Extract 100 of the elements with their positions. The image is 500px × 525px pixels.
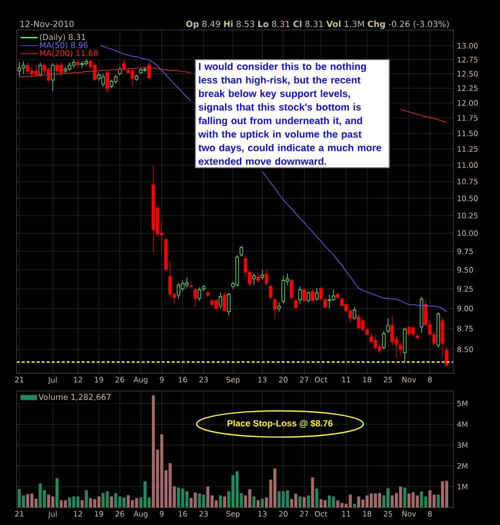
candlestick [130,68,134,87]
candlestick [106,70,109,93]
bar [72,496,76,508]
annotation: Place Stop-Loss @ $8.76 [228,420,333,428]
bar [18,489,21,508]
bar [273,468,276,508]
bar [47,494,50,508]
bar [202,494,206,508]
bar [374,494,377,508]
bar [236,471,239,508]
candlestick [76,59,80,68]
bar [126,495,130,508]
bar [143,481,147,508]
candlestick [222,292,226,312]
bar [51,496,54,508]
bar [110,496,113,508]
bar [370,494,373,508]
candlestick [60,62,63,77]
bar [298,496,302,508]
candlestick [214,298,218,309]
bar [68,498,72,508]
bar [102,493,105,508]
candlestick [306,290,310,302]
bar [248,489,252,508]
bar [80,500,84,508]
bar [412,492,415,508]
bar [60,500,63,508]
bar [26,494,30,508]
candlestick [407,326,411,336]
candlestick [445,346,448,366]
bar [89,498,92,508]
bar [332,496,336,508]
candlestick [181,280,184,292]
bar [185,491,188,508]
candlestick [218,292,222,309]
candlestick [390,315,394,346]
bar [168,463,172,508]
bar [93,499,96,508]
candlestick [256,272,260,284]
bar [194,492,197,508]
bar [420,491,424,508]
bar [260,498,264,508]
candlestick [101,73,105,87]
bar [336,500,340,508]
text: Op 8.49 Hi 8.53 Lo 8.31 Cl 8.31 Vol 1.3M Chg -0.26 (-3.03%) [186,20,449,29]
bar [302,497,306,508]
candlestick [398,342,402,356]
candlestick [240,246,244,257]
candlestick [185,277,189,288]
candlestick [403,328,406,362]
candlestick [26,62,30,74]
candlestick [386,318,390,334]
chart-subtitle: 12-Nov-2010 [20,20,74,28]
bar [256,500,260,508]
candlestick [315,288,318,301]
bar [407,494,410,508]
bar [399,486,402,508]
candlestick [310,288,314,302]
bar [122,498,126,508]
candlestick [290,278,294,301]
candlestick [252,273,256,286]
candlestick [323,297,327,309]
candlestick [264,270,268,286]
candlestick [22,61,26,74]
bar [76,496,80,508]
bar [315,488,318,508]
bar [319,499,322,508]
bar [311,478,314,508]
candlestick [46,66,50,83]
candlestick [282,276,285,304]
bar [84,490,88,508]
candlestick [411,326,415,336]
bar [361,500,364,508]
bar [436,494,440,508]
candlestick [148,62,151,80]
bar [366,495,369,508]
bar [114,493,118,508]
bar [218,495,222,508]
candlestick [302,287,306,302]
bar [252,496,256,508]
bar [378,493,382,508]
bar [357,496,360,508]
candlestick [38,62,42,77]
annotation: I would consider this to be nothing less than high-risk, but the recent break below key support levels, signals that this stock's bottom is falling out from underneath it, and with the uptick in volume the past two days, could indicate a much more extended move downward. [198,62,382,165]
bar [38,484,42,508]
bar [428,490,432,508]
candlestick [273,298,277,320]
bar [352,504,356,508]
candlestick [340,297,344,308]
candlestick [319,286,323,301]
candlestick [277,302,281,312]
bar [56,478,59,508]
bar [177,488,180,508]
bar [135,498,138,508]
bar [278,491,281,508]
bar [231,475,234,508]
candlestick [382,330,386,350]
bar [416,495,419,508]
candlestick [260,270,264,280]
bar [206,486,210,508]
